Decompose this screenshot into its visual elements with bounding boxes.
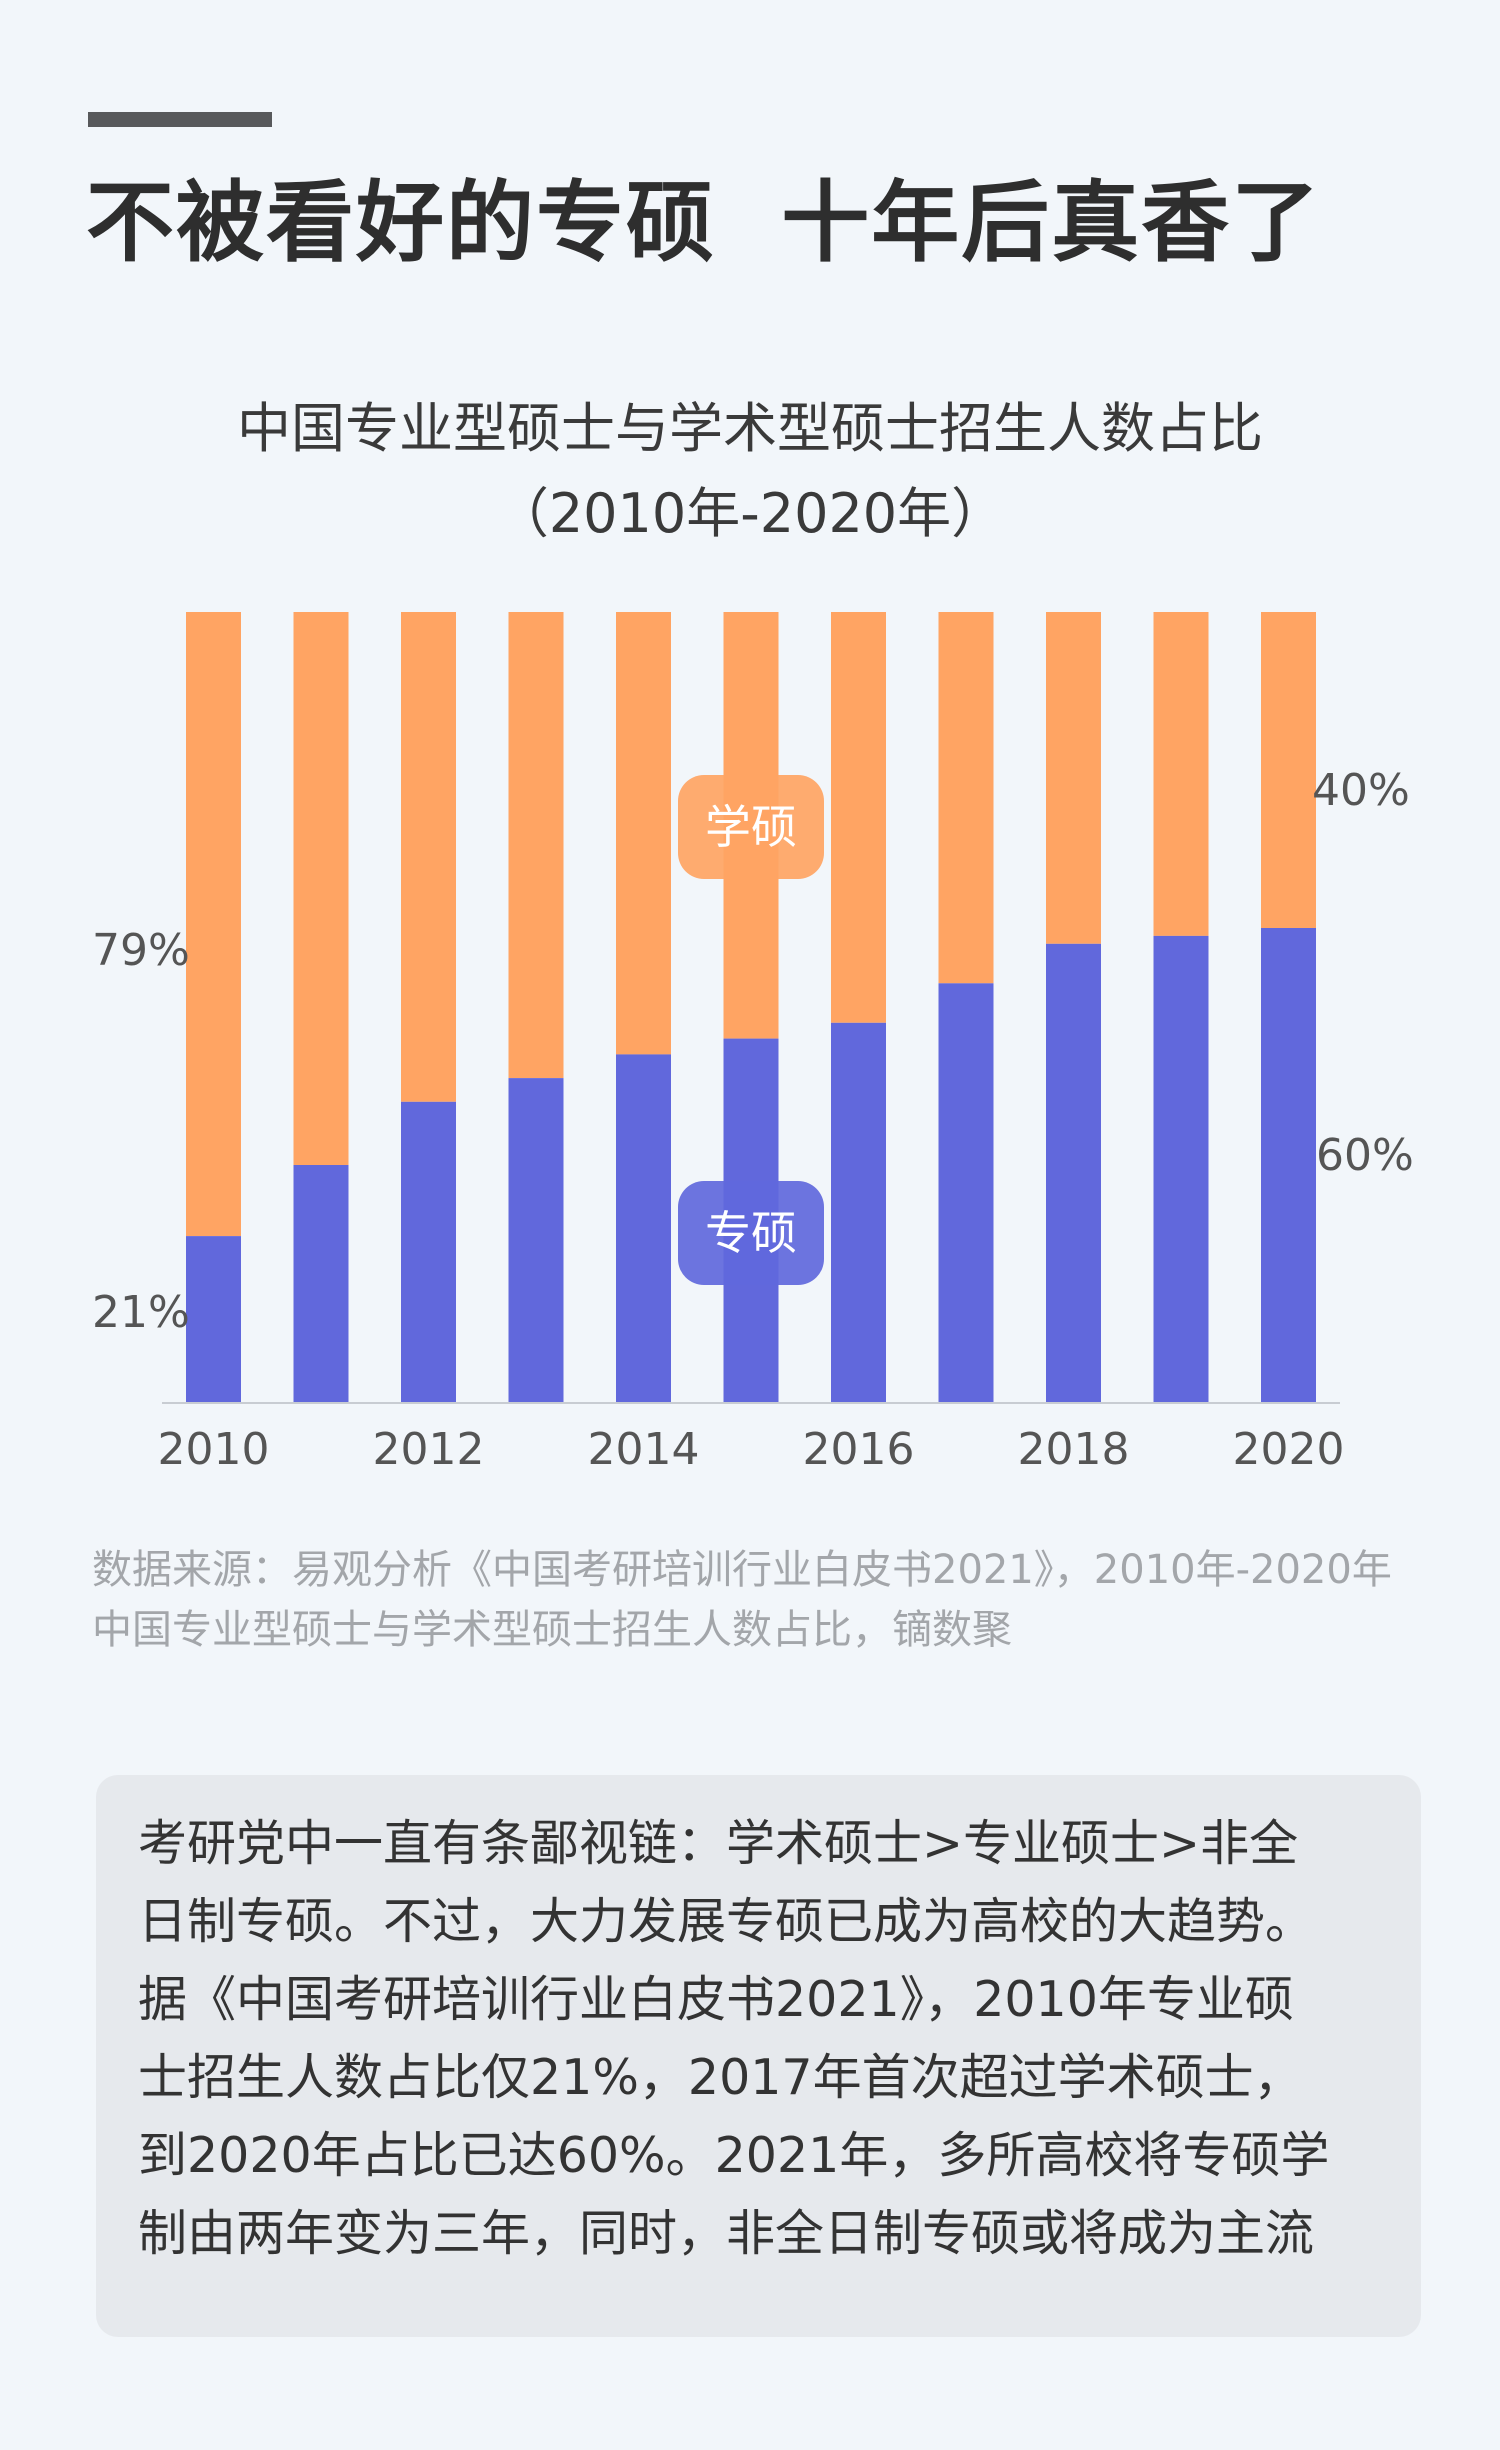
percent-label-right-bottom: 60%	[1316, 1130, 1414, 1181]
accent-bar	[88, 112, 272, 127]
x-tick-2010: 2010	[158, 1424, 270, 1475]
percent-annotations: 79% 21% 40% 60%	[92, 765, 1414, 1338]
source-note: 数据来源：易观分析《中国考研培训行业白皮书2021》，2010年-2020年中国…	[92, 1547, 1392, 1653]
x-tick-labels: 2010 2012 2014 2016 2018 2020	[158, 1424, 1345, 1475]
x-tick-2020: 2020	[1233, 1424, 1345, 1475]
percent-label-left-top: 79%	[92, 925, 190, 976]
legend-badge-xueshuo: 学硕	[678, 775, 824, 879]
bar-zhuanshuo-2012	[401, 1101, 456, 1402]
bar-xueshuo-2017	[938, 612, 994, 984]
bar-zhuanshuo-2014	[616, 1054, 671, 1402]
bar-zhuanshuo-2010	[186, 1236, 241, 1402]
bar-zhuanshuo-2013	[508, 1078, 564, 1402]
x-tick-2014: 2014	[588, 1424, 700, 1475]
legend-badge-xueshuo-bg	[678, 775, 824, 879]
legend-badge-zhuanshuo-bg	[678, 1181, 824, 1285]
bar-xueshuo-2018	[1046, 612, 1101, 944]
x-tick-2012: 2012	[373, 1424, 485, 1475]
x-tick-2018: 2018	[1018, 1424, 1130, 1475]
headline: 不被看好的专硕 十年后真香了	[86, 171, 1322, 274]
bar-zhuanshuo-2017	[938, 983, 994, 1402]
bar-xueshuo-2020	[1261, 612, 1316, 928]
bar-xueshuo-2013	[508, 612, 564, 1079]
percent-label-right-top: 40%	[1312, 765, 1410, 816]
bar-zhuanshuo-2020	[1261, 928, 1316, 1402]
note-text: 考研党中一直有条鄙视链：学术硕士>专业硕士>非全 日制专硕。不过，大力发展专硕已…	[138, 1815, 1330, 2262]
legend-badge-zhuanshuo-label: 专硕	[705, 1206, 797, 1260]
bar-xueshuo-2011	[293, 612, 349, 1165]
bars-group	[186, 612, 1316, 1402]
bar-zhuanshuo-2011	[293, 1165, 349, 1402]
bar-zhuanshuo-2019	[1153, 935, 1209, 1402]
legend-badge-zhuanshuo: 专硕	[678, 1181, 824, 1285]
bar-xueshuo-2010	[186, 612, 241, 1237]
bar-zhuanshuo-2018	[1046, 943, 1101, 1402]
x-tick-2016: 2016	[803, 1424, 915, 1475]
stacked-bar-chart: 2010 2012 2014 2016 2018 2020 79% 21% 40% 60% 学硕…	[92, 612, 1414, 1475]
bar-zhuanshuo-2016	[831, 1022, 886, 1402]
note-box: 考研党中一直有条鄙视链：学术硕士>专业硕士>非全 日制专硕。不过，大力发展专硕已…	[96, 1775, 1421, 2337]
chart-subtitle: （2010年-2020年）	[494, 482, 1006, 545]
chart-title: 中国专业型硕士与学术型硕士招生人数占比	[237, 397, 1263, 460]
legend-badge-xueshuo-label: 学硕	[705, 800, 797, 854]
bar-xueshuo-2019	[1153, 612, 1209, 936]
bar-xueshuo-2012	[401, 612, 456, 1102]
bar-xueshuo-2014	[616, 612, 671, 1055]
percent-label-left-bottom: 21%	[92, 1287, 190, 1338]
bar-xueshuo-2016	[831, 612, 886, 1023]
